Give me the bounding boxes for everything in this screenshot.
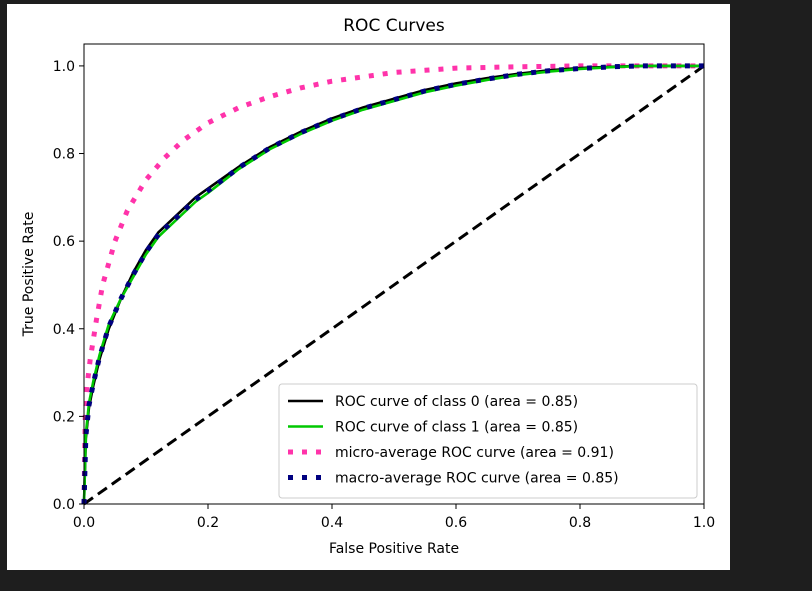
ticks-layer: 0.0 0.2 0.4 0.6 0.8 1.0 0.0 0.2 0.4 0.6 0.8 1.0 <box>53 59 715 531</box>
legend: ROC curve of class 0 (area = 0.85) ROC cu… <box>278 383 698 499</box>
legend-entry-2: micro-average ROC curve (area = 0.91) <box>335 445 614 461</box>
x-axis-label: False Positive Rate <box>329 541 459 557</box>
legend-box <box>278 383 698 499</box>
series-layer <box>81 63 705 506</box>
x-tick-label: 1.0 <box>693 515 715 531</box>
series-line-2 <box>81 63 704 505</box>
series-line-3 <box>81 63 704 505</box>
x-tick-label: 0.2 <box>197 515 219 531</box>
x-tick-label: 0.8 <box>569 515 591 531</box>
y-tick-label: 0.2 <box>53 409 75 425</box>
x-tick-label: 0.0 <box>73 515 95 531</box>
figure: ROC Curves 0.0 0.2 0.4 0.6 0.8 1.0 0.0 0.2 0.4 0.… <box>7 4 730 570</box>
legend-entry-0: ROC curve of class 0 (area = 0.85) <box>335 394 578 410</box>
legend-entry-3: macro-average ROC curve (area = 0.85) <box>335 471 619 487</box>
y-tick-label: 1.0 <box>53 59 75 75</box>
y-tick-label: 0.6 <box>53 234 75 250</box>
roc-chart: ROC Curves 0.0 0.2 0.4 0.6 0.8 1.00.00.20.40.… <box>21 16 715 557</box>
y-tick-label: 0.4 <box>53 322 75 338</box>
y-tick-label: 0.0 <box>53 497 75 513</box>
x-tick-label: 0.4 <box>321 515 343 531</box>
x-tick-label: 0.6 <box>445 515 467 531</box>
plot-frame <box>83 43 705 505</box>
chart-title: ROC Curves <box>343 16 445 36</box>
legend-entry-1: ROC curve of class 1 (area = 0.85) <box>335 420 578 436</box>
y-tick-label: 0.8 <box>53 147 75 163</box>
chance-line <box>83 64 705 506</box>
y-axis-label: True Positive Rate <box>21 212 37 338</box>
